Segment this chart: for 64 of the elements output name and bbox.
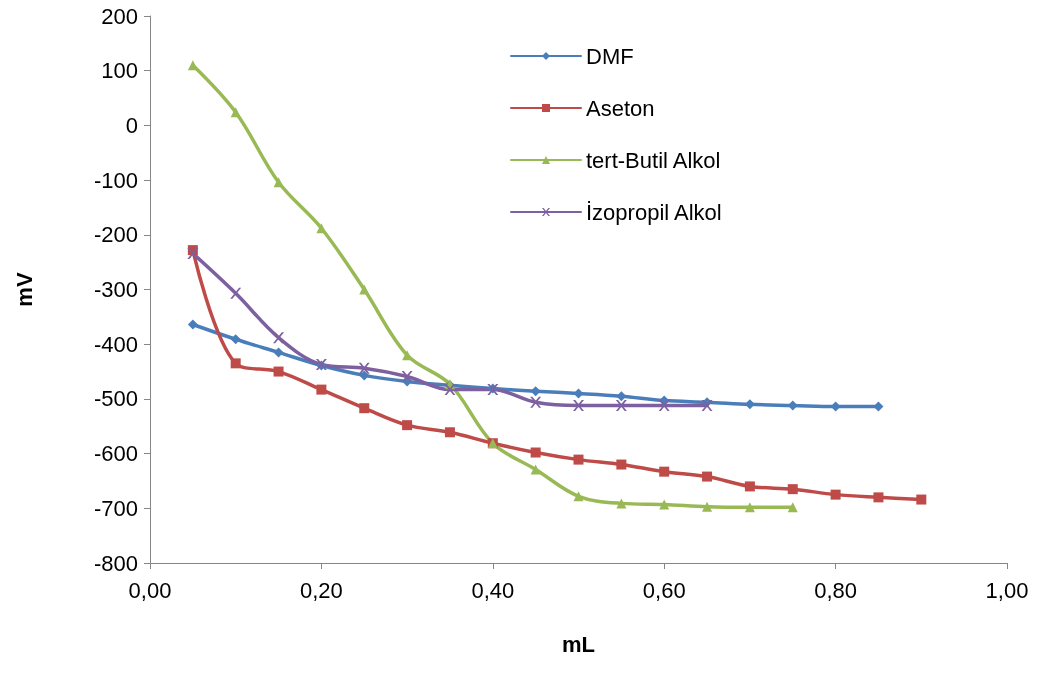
y-tick-label: -300 <box>93 277 138 302</box>
x-tick-label: 0,40 <box>471 577 515 603</box>
point <box>659 499 670 510</box>
point <box>573 399 584 411</box>
point <box>230 358 241 369</box>
legend-label: Aseton <box>586 95 655 121</box>
point <box>230 287 242 299</box>
x-axis-title: mL <box>562 631 595 657</box>
x-tick-label: 0,60 <box>642 577 686 603</box>
legend-label: İzopropil Alkol <box>586 199 722 225</box>
point <box>530 396 542 408</box>
point <box>787 502 798 513</box>
x-tick-label: 0,00 <box>128 577 172 603</box>
point <box>702 471 713 482</box>
x-tick-label: 1,00 <box>985 577 1029 603</box>
point <box>273 347 284 358</box>
y-tick-label: 100 <box>101 58 138 84</box>
y-tick-label: -600 <box>93 441 138 467</box>
point <box>402 420 413 431</box>
point <box>359 370 370 381</box>
x-tick-label: 0,20 <box>299 577 343 603</box>
legend-label: tert-Butil Alkol <box>586 147 721 173</box>
point <box>744 502 755 513</box>
point <box>444 384 456 396</box>
point <box>830 489 841 500</box>
point <box>744 481 755 492</box>
legend-label: DMF <box>586 43 634 69</box>
point <box>573 491 584 502</box>
point <box>702 501 713 512</box>
y-tick-label: 0 <box>125 112 138 138</box>
point <box>659 466 670 477</box>
point <box>873 492 884 503</box>
point <box>616 459 627 470</box>
point <box>358 362 370 374</box>
point <box>616 498 627 509</box>
point <box>230 334 241 345</box>
point <box>273 177 284 188</box>
y-tick-label: -200 <box>93 222 138 248</box>
point <box>787 484 798 495</box>
point <box>230 107 241 118</box>
point <box>530 447 541 458</box>
y-tick-label: -700 <box>93 495 138 521</box>
point <box>273 332 285 344</box>
y-axis-title: mV <box>11 272 37 307</box>
y-tick-label: -400 <box>93 331 138 357</box>
point <box>359 403 370 414</box>
y-tick-label: 200 <box>101 3 138 29</box>
point <box>658 399 670 411</box>
point <box>615 399 627 411</box>
point <box>187 319 198 330</box>
y-tick-label: -500 <box>93 386 138 412</box>
point <box>359 284 370 295</box>
point <box>530 386 541 397</box>
point <box>316 223 327 234</box>
point <box>916 494 927 505</box>
point <box>316 384 327 395</box>
point <box>444 427 455 438</box>
y-tick-label: -800 <box>93 550 138 576</box>
point <box>401 370 413 382</box>
y-tick-label: -100 <box>93 167 138 193</box>
point <box>573 454 584 465</box>
x-tick-label: 0,80 <box>814 577 858 603</box>
point <box>530 464 541 475</box>
point <box>273 366 284 377</box>
